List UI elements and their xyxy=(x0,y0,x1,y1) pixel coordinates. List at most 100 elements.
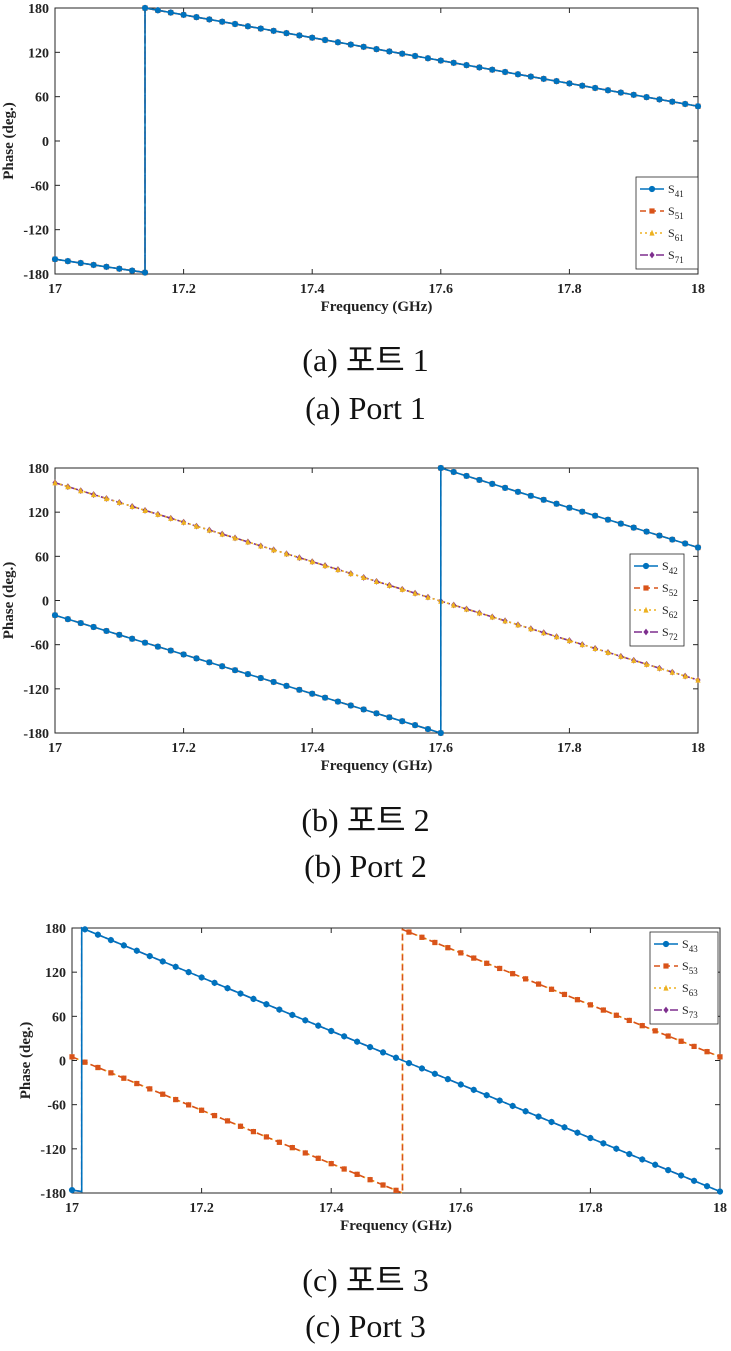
marker-S62 xyxy=(65,483,71,490)
marker-S41 xyxy=(77,259,84,267)
marker-S53 xyxy=(652,1028,658,1034)
marker-S62 xyxy=(52,479,58,486)
marker-S42 xyxy=(514,488,522,495)
marker-S53 xyxy=(276,1139,282,1145)
marker-S41 xyxy=(167,9,174,16)
legend-label-S63: S63 xyxy=(682,981,698,998)
marker-S42 xyxy=(193,655,200,662)
marker-S42 xyxy=(334,698,342,705)
marker-S42 xyxy=(386,714,393,721)
marker-S41 xyxy=(437,57,444,64)
marker-S43 xyxy=(483,1092,490,1099)
marker-S41 xyxy=(296,32,303,39)
y-tick-label: -60 xyxy=(30,639,49,654)
marker-S53 xyxy=(717,1054,723,1060)
marker-S62 xyxy=(566,637,572,644)
marker-S43 xyxy=(185,969,192,976)
marker-S43 xyxy=(703,1183,711,1190)
marker-S43 xyxy=(94,931,102,938)
marker-S43 xyxy=(172,963,179,970)
marker-S43 xyxy=(613,1145,620,1152)
marker-S43 xyxy=(522,1108,529,1115)
marker-S43 xyxy=(457,1081,464,1088)
y-tick-label: 180 xyxy=(28,2,49,17)
y-tick-label: 60 xyxy=(35,550,49,565)
marker-S42 xyxy=(219,663,226,670)
marker-S42 xyxy=(630,524,637,531)
marker-S53 xyxy=(665,1033,671,1039)
y-tick-label: -180 xyxy=(40,1187,66,1202)
marker-S62 xyxy=(258,542,264,549)
marker-S41 xyxy=(283,30,290,37)
marker-S41 xyxy=(386,48,393,55)
marker-S53 xyxy=(173,1096,179,1103)
marker-S62 xyxy=(476,609,482,616)
y-axis-label: Phase (deg.) xyxy=(18,1022,34,1100)
legend-label-S53: S53 xyxy=(682,959,698,976)
marker-S62 xyxy=(515,621,521,628)
marker-S42 xyxy=(51,612,59,619)
marker-S41 xyxy=(579,82,586,89)
caption-b-korean: (b) 포트 2 xyxy=(301,802,430,838)
marker-S62 xyxy=(489,613,495,620)
marker-S42 xyxy=(617,520,624,527)
legend-marker-S72 xyxy=(643,628,649,636)
marker-S53 xyxy=(199,1107,205,1113)
marker-S41 xyxy=(219,18,226,25)
marker-S43 xyxy=(444,1076,451,1083)
marker-S42 xyxy=(643,528,650,535)
marker-S41 xyxy=(527,73,534,80)
marker-S53 xyxy=(510,971,516,977)
marker-S42 xyxy=(244,671,251,678)
marker-S62 xyxy=(309,558,315,565)
marker-S53 xyxy=(211,1112,218,1119)
marker-S53 xyxy=(121,1075,127,1081)
marker-S43 xyxy=(315,1022,322,1029)
marker-S42 xyxy=(154,643,161,650)
legend-label-S71: S71 xyxy=(668,248,684,265)
marker-S42 xyxy=(604,516,612,523)
marker-S43 xyxy=(250,995,257,1002)
marker-S41 xyxy=(502,68,509,76)
legend-marker-S61 xyxy=(649,229,655,236)
marker-S62 xyxy=(579,641,585,648)
marker-S53 xyxy=(263,1134,269,1140)
marker-S53 xyxy=(380,1182,386,1188)
marker-S41 xyxy=(309,34,316,41)
y-tick-label: -180 xyxy=(23,268,49,283)
marker-S42 xyxy=(424,725,432,733)
x-tick-label: 17.8 xyxy=(557,741,582,756)
marker-S62 xyxy=(669,668,675,675)
marker-S53 xyxy=(134,1080,140,1087)
legend: S42 S52 S62 S72 xyxy=(629,553,685,647)
marker-S41 xyxy=(141,4,149,12)
marker-S53 xyxy=(237,1123,244,1129)
marker-S41 xyxy=(617,89,624,96)
marker-S42 xyxy=(257,674,264,682)
marker-S41 xyxy=(116,265,123,272)
legend-marker-S53 xyxy=(663,963,669,969)
marker-S53 xyxy=(548,986,555,992)
x-tick-label: 17.8 xyxy=(578,1201,603,1216)
marker-S43 xyxy=(328,1027,335,1035)
y-tick-label: 0 xyxy=(42,595,49,610)
marker-S41 xyxy=(141,269,149,276)
x-tick-label: 18 xyxy=(691,741,705,756)
marker-S62 xyxy=(103,495,110,502)
marker-S42 xyxy=(437,729,444,737)
marker-S62 xyxy=(155,511,161,517)
marker-S43 xyxy=(146,952,153,960)
marker-S41 xyxy=(90,261,97,269)
legend-marker-S73 xyxy=(663,1006,669,1014)
marker-S42 xyxy=(669,536,676,543)
legend-marker-S42 xyxy=(642,562,650,570)
caption-c-english: (c) Port 3 xyxy=(305,1308,426,1344)
marker-S43 xyxy=(379,1049,387,1056)
marker-S41 xyxy=(553,78,560,85)
marker-S42 xyxy=(579,508,586,515)
marker-S53 xyxy=(186,1102,192,1108)
legend-label-S41: S41 xyxy=(668,182,684,199)
y-tick-label: 0 xyxy=(59,1055,66,1070)
y-tick-label: 120 xyxy=(28,506,49,521)
marker-S43 xyxy=(574,1129,581,1136)
